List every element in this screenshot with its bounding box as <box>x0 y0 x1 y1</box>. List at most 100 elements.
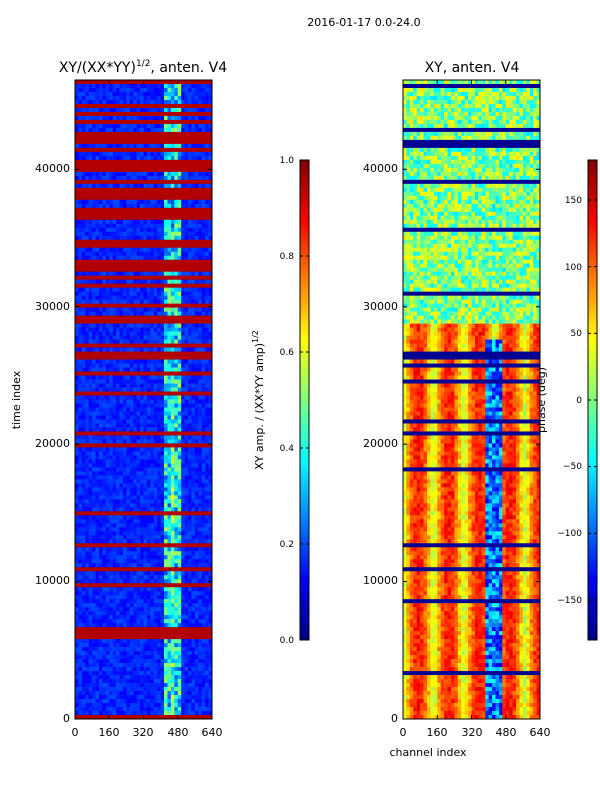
amplitude-heatmap-cell <box>136 159 141 165</box>
amplitude-heatmap-cell <box>167 487 172 492</box>
amplitude-heatmap-cell <box>153 531 158 536</box>
amplitude-heatmap-cell <box>78 99 83 105</box>
amplitude-heatmap-cell <box>78 483 83 488</box>
amplitude-heatmap-cell <box>75 395 79 400</box>
amplitude-heatmap-cell <box>188 535 192 540</box>
amplitude-heatmap-cell <box>85 215 89 221</box>
amplitude-heatmap-cell <box>88 99 93 105</box>
amplitude-heatmap-cell <box>198 80 203 85</box>
amplitude-heatmap-cell <box>177 375 182 380</box>
amplitude-heatmap-cell <box>126 395 131 400</box>
amplitude-heatmap-cell <box>191 467 196 472</box>
amplitude-heatmap-cell <box>105 103 110 109</box>
amplitude-heatmap-cell <box>201 555 206 560</box>
amplitude-heatmap-cell <box>136 395 141 400</box>
amplitude-heatmap-cell <box>78 499 83 504</box>
amplitude-heatmap-cell <box>122 451 127 456</box>
amplitude-heatmap-cell <box>201 347 206 352</box>
amplitude-heatmap-cell <box>109 207 113 213</box>
amplitude-heatmap-cell <box>191 519 196 524</box>
amplitude-heatmap-cell <box>98 539 103 544</box>
amplitude-heatmap-cell <box>98 115 103 121</box>
amplitude-heatmap-cell <box>88 471 93 476</box>
amplitude-heatmap-cell <box>122 471 127 476</box>
amplitude-heatmap-cell <box>188 255 192 261</box>
amplitude-heatmap-cell <box>201 423 206 428</box>
amplitude-heatmap-cell <box>133 415 137 420</box>
amplitude-heatmap-cell <box>181 427 185 432</box>
amplitude-heatmap-cell <box>177 535 182 540</box>
amplitude-heatmap-cell <box>188 399 192 404</box>
amplitude-heatmap-cell <box>116 191 120 197</box>
amplitude-heatmap-cell <box>88 375 93 380</box>
amplitude-heatmap-cell <box>140 499 144 504</box>
amplitude-heatmap-cell <box>194 375 199 380</box>
amplitude-heatmap-cell <box>194 299 199 304</box>
amplitude-heatmap-cell <box>174 295 179 300</box>
amplitude-heatmap-cell <box>78 123 83 129</box>
amplitude-heatmap-cell <box>208 439 213 444</box>
amplitude-heatmap-cell <box>119 131 124 137</box>
amplitude-heatmap-cell <box>119 563 124 568</box>
amplitude-heatmap-cell <box>136 459 141 464</box>
amplitude-heatmap-cell <box>81 523 86 528</box>
amplitude-heatmap-cell <box>112 487 117 492</box>
amplitude-heatmap-cell <box>78 383 83 388</box>
amplitude-heatmap-cell <box>85 147 89 153</box>
amplitude-heatmap-cell <box>126 331 131 336</box>
amplitude-heatmap-cell <box>160 251 165 257</box>
amplitude-heatmap-cell <box>188 351 192 356</box>
amplitude-heatmap-cell <box>116 499 120 504</box>
amplitude-heatmap-cell <box>150 91 155 97</box>
amplitude-heatmap-cell <box>75 543 79 548</box>
amplitude-heatmap-cell <box>112 227 117 233</box>
amplitude-heatmap-cell <box>136 423 141 428</box>
amplitude-heatmap-cell <box>98 123 103 129</box>
amplitude-heatmap-cell <box>198 163 203 169</box>
amplitude-heatmap-cell <box>164 491 168 496</box>
amplitude-heatmap-cell <box>153 131 158 137</box>
amplitude-heatmap-cell <box>191 499 196 504</box>
amplitude-heatmap-cell <box>174 151 179 157</box>
amplitude-heatmap-cell <box>188 211 192 217</box>
amplitude-heatmap-cell <box>164 543 168 548</box>
amplitude-heatmap-cell <box>85 123 89 129</box>
amplitude-heatmap-cell <box>122 431 127 436</box>
amplitude-heatmap-cell <box>177 547 182 552</box>
amplitude-heatmap-cell <box>164 231 168 237</box>
amplitude-heatmap-cell <box>150 115 155 121</box>
amplitude-heatmap-cell <box>181 331 185 336</box>
amplitude-heatmap-cell <box>119 443 124 448</box>
amplitude-heatmap-cell <box>177 503 182 508</box>
amplitude-heatmap-cell <box>181 215 185 221</box>
amplitude-heatmap-cell <box>174 455 179 460</box>
amplitude-heatmap-cell <box>143 155 148 161</box>
amplitude-heatmap-cell <box>208 275 213 280</box>
amplitude-heatmap-cell <box>140 103 144 109</box>
amplitude-heatmap-cell <box>116 519 120 524</box>
amplitude-heatmap-cell <box>126 363 131 368</box>
amplitude-heatmap-cell <box>116 123 120 129</box>
amplitude-heatmap-cell <box>181 219 185 225</box>
amplitude-heatmap-cell <box>129 411 134 416</box>
amplitude-heatmap-cell <box>88 227 93 233</box>
amplitude-heatmap-cell <box>78 303 83 308</box>
amplitude-heatmap-cell <box>136 311 141 316</box>
amplitude-heatmap-cell <box>177 519 182 524</box>
amplitude-heatmap-cell <box>157 531 161 536</box>
amplitude-heatmap-cell <box>119 279 124 284</box>
amplitude-heatmap-cell <box>109 415 113 420</box>
amplitude-heatmap-cell <box>194 191 199 197</box>
amplitude-heatmap-cell <box>157 447 161 452</box>
amplitude-heatmap-cell <box>85 243 89 249</box>
amplitude-heatmap-cell <box>170 419 175 424</box>
amplitude-heatmap-cell <box>81 519 86 524</box>
amplitude-heatmap-cell <box>102 431 107 436</box>
amplitude-heatmap-cell <box>95 191 100 197</box>
amplitude-heatmap-cell <box>167 103 172 109</box>
amplitude-heatmap-cell <box>150 195 155 201</box>
amplitude-heatmap-cell <box>160 103 165 109</box>
amplitude-heatmap-cell <box>143 347 148 352</box>
amplitude-heatmap-cell <box>105 187 110 193</box>
amplitude-heatmap-cell <box>75 203 79 209</box>
